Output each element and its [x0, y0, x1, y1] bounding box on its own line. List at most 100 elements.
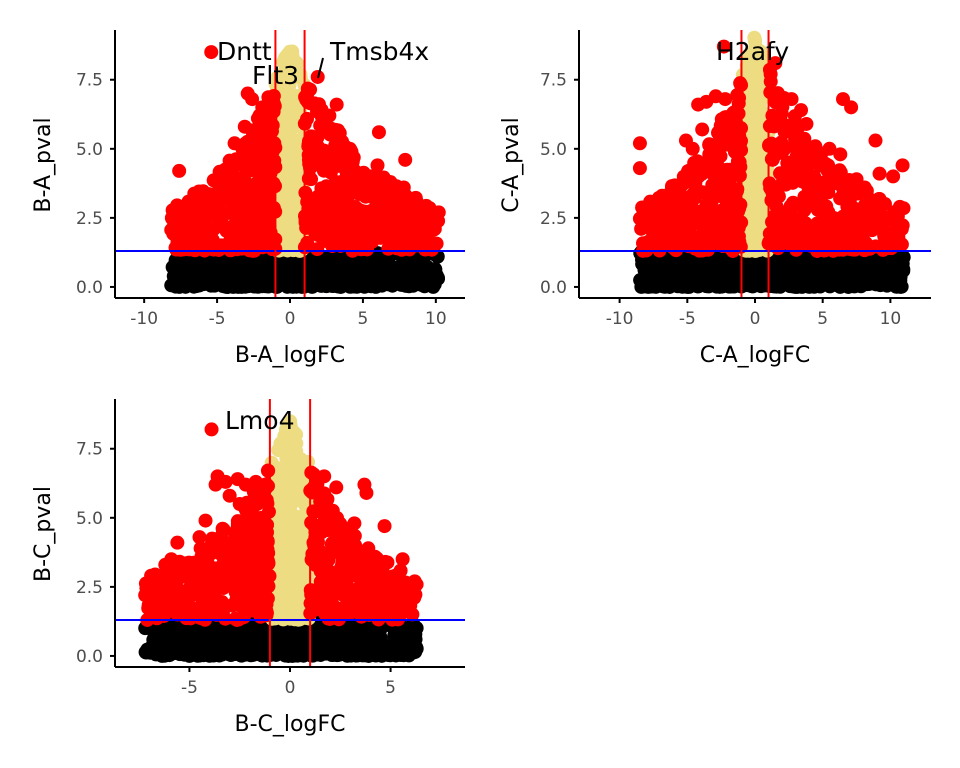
point-nonsig	[670, 266, 685, 281]
point-significant-highlight	[402, 197, 417, 212]
point-significant	[300, 235, 315, 250]
gene-annotations: Dntt Tmsb4x Flt3	[217, 37, 429, 90]
panel-b-a: Dntt Tmsb4x Flt3 0.02.55.07.5-10 -5 0 5 10 B…	[31, 30, 465, 368]
point-significant-highlight	[695, 122, 710, 137]
point-significant-highlight	[396, 180, 411, 195]
point-significant	[724, 193, 739, 208]
point-significant-highlight	[700, 227, 715, 242]
points-layer	[164, 44, 446, 294]
point-nonsig	[343, 254, 358, 269]
y-axis-title: C-A_pval	[499, 117, 524, 212]
point-significant	[212, 164, 227, 179]
point-significant-highlight	[316, 116, 331, 131]
point-significant-highlight	[895, 158, 910, 173]
point-significant	[699, 197, 714, 212]
axes: 0.02.55.07.5-10 -5 0 5 10	[76, 30, 465, 329]
point-nonsig	[741, 274, 756, 289]
point-low-fc	[747, 60, 762, 75]
y-tick-label: 7.5	[76, 71, 103, 91]
threshold-lines	[115, 30, 465, 298]
point-significant	[174, 241, 189, 256]
point-significant	[419, 231, 434, 246]
point-significant-highlight	[817, 205, 832, 220]
x-tick-label: -5	[209, 309, 226, 329]
point-significant-highlight	[371, 125, 386, 140]
point-nonsig	[879, 256, 894, 271]
point-significant-highlight	[192, 208, 207, 223]
point-significant	[894, 237, 909, 252]
point-significant-highlight	[632, 161, 647, 176]
gene-annotations: H2afy	[716, 37, 789, 66]
point-nonsig	[807, 277, 822, 292]
point-significant-highlight	[261, 208, 276, 223]
point-significant-highlight	[329, 97, 344, 112]
point-significant-highlight	[227, 136, 242, 151]
point-significant	[702, 138, 717, 153]
point-significant	[228, 236, 243, 251]
point-significant	[247, 206, 262, 221]
point-significant-highlight	[256, 238, 271, 253]
point-significant-highlight	[789, 219, 804, 234]
point-significant	[263, 112, 278, 127]
point-significant	[402, 209, 417, 224]
point-low-fc	[753, 49, 768, 64]
point-nonsig	[822, 279, 837, 294]
point-significant	[310, 213, 325, 228]
point-significant-highlight	[360, 224, 375, 239]
point-nonsig	[307, 274, 322, 289]
point-significant	[311, 228, 326, 243]
point-significant-highlight	[892, 199, 907, 214]
point-low-fc	[747, 33, 762, 48]
point-nonsig	[388, 267, 403, 282]
point-significant-highlight	[245, 92, 260, 107]
point-significant	[762, 176, 777, 191]
point-nonsig	[238, 268, 253, 283]
point-nonsig	[260, 262, 275, 277]
point-significant-highlight	[323, 230, 338, 245]
point-nonsig	[428, 262, 443, 277]
point-nonsig	[276, 264, 291, 279]
point-significant-highlight	[259, 130, 274, 145]
point-significant-highlight	[718, 92, 733, 107]
point-nonsig	[287, 276, 302, 291]
y-tick-label: 2.5	[540, 209, 567, 229]
point-low-fc	[285, 121, 300, 136]
point-low-fc	[287, 225, 302, 240]
gene-label-dntt: Dntt	[217, 37, 272, 66]
point-low-fc	[279, 72, 294, 87]
point-significant-highlight	[711, 125, 726, 140]
point-nonsig	[368, 279, 383, 294]
point-significant	[263, 166, 278, 181]
point-nonsig	[287, 259, 302, 274]
point-significant	[645, 218, 660, 233]
y-tick-label: 7.5	[540, 71, 567, 91]
point-significant-highlight	[794, 103, 809, 118]
point-nonsig	[347, 278, 362, 293]
point-significant	[648, 202, 663, 217]
point-nonsig	[717, 277, 732, 292]
point-significant	[797, 131, 812, 146]
point-significant-highlight	[205, 232, 220, 247]
point-significant-highlight	[722, 174, 737, 189]
point-significant-highlight	[255, 100, 270, 115]
label-connector-tmsb4x	[317, 57, 324, 79]
point-significant-highlight	[204, 45, 219, 60]
point-significant-highlight	[632, 136, 647, 151]
point-significant	[813, 230, 828, 245]
point-nonsig	[253, 278, 268, 293]
point-significant-highlight	[810, 188, 825, 203]
point-nonsig	[754, 277, 769, 292]
point-significant	[233, 172, 248, 187]
point-significant-highlight	[848, 227, 863, 242]
point-significant	[698, 213, 713, 228]
point-low-fc	[283, 164, 298, 179]
point-nonsig	[815, 263, 830, 278]
y-tick-label: 0.0	[540, 278, 567, 298]
point-nonsig	[771, 269, 786, 284]
point-significant	[300, 111, 315, 126]
point-significant-highlight	[685, 141, 700, 156]
gene-label-flt3: Flt3	[252, 61, 299, 90]
y-tick-label: 2.5	[76, 209, 103, 229]
point-significant	[829, 236, 844, 251]
